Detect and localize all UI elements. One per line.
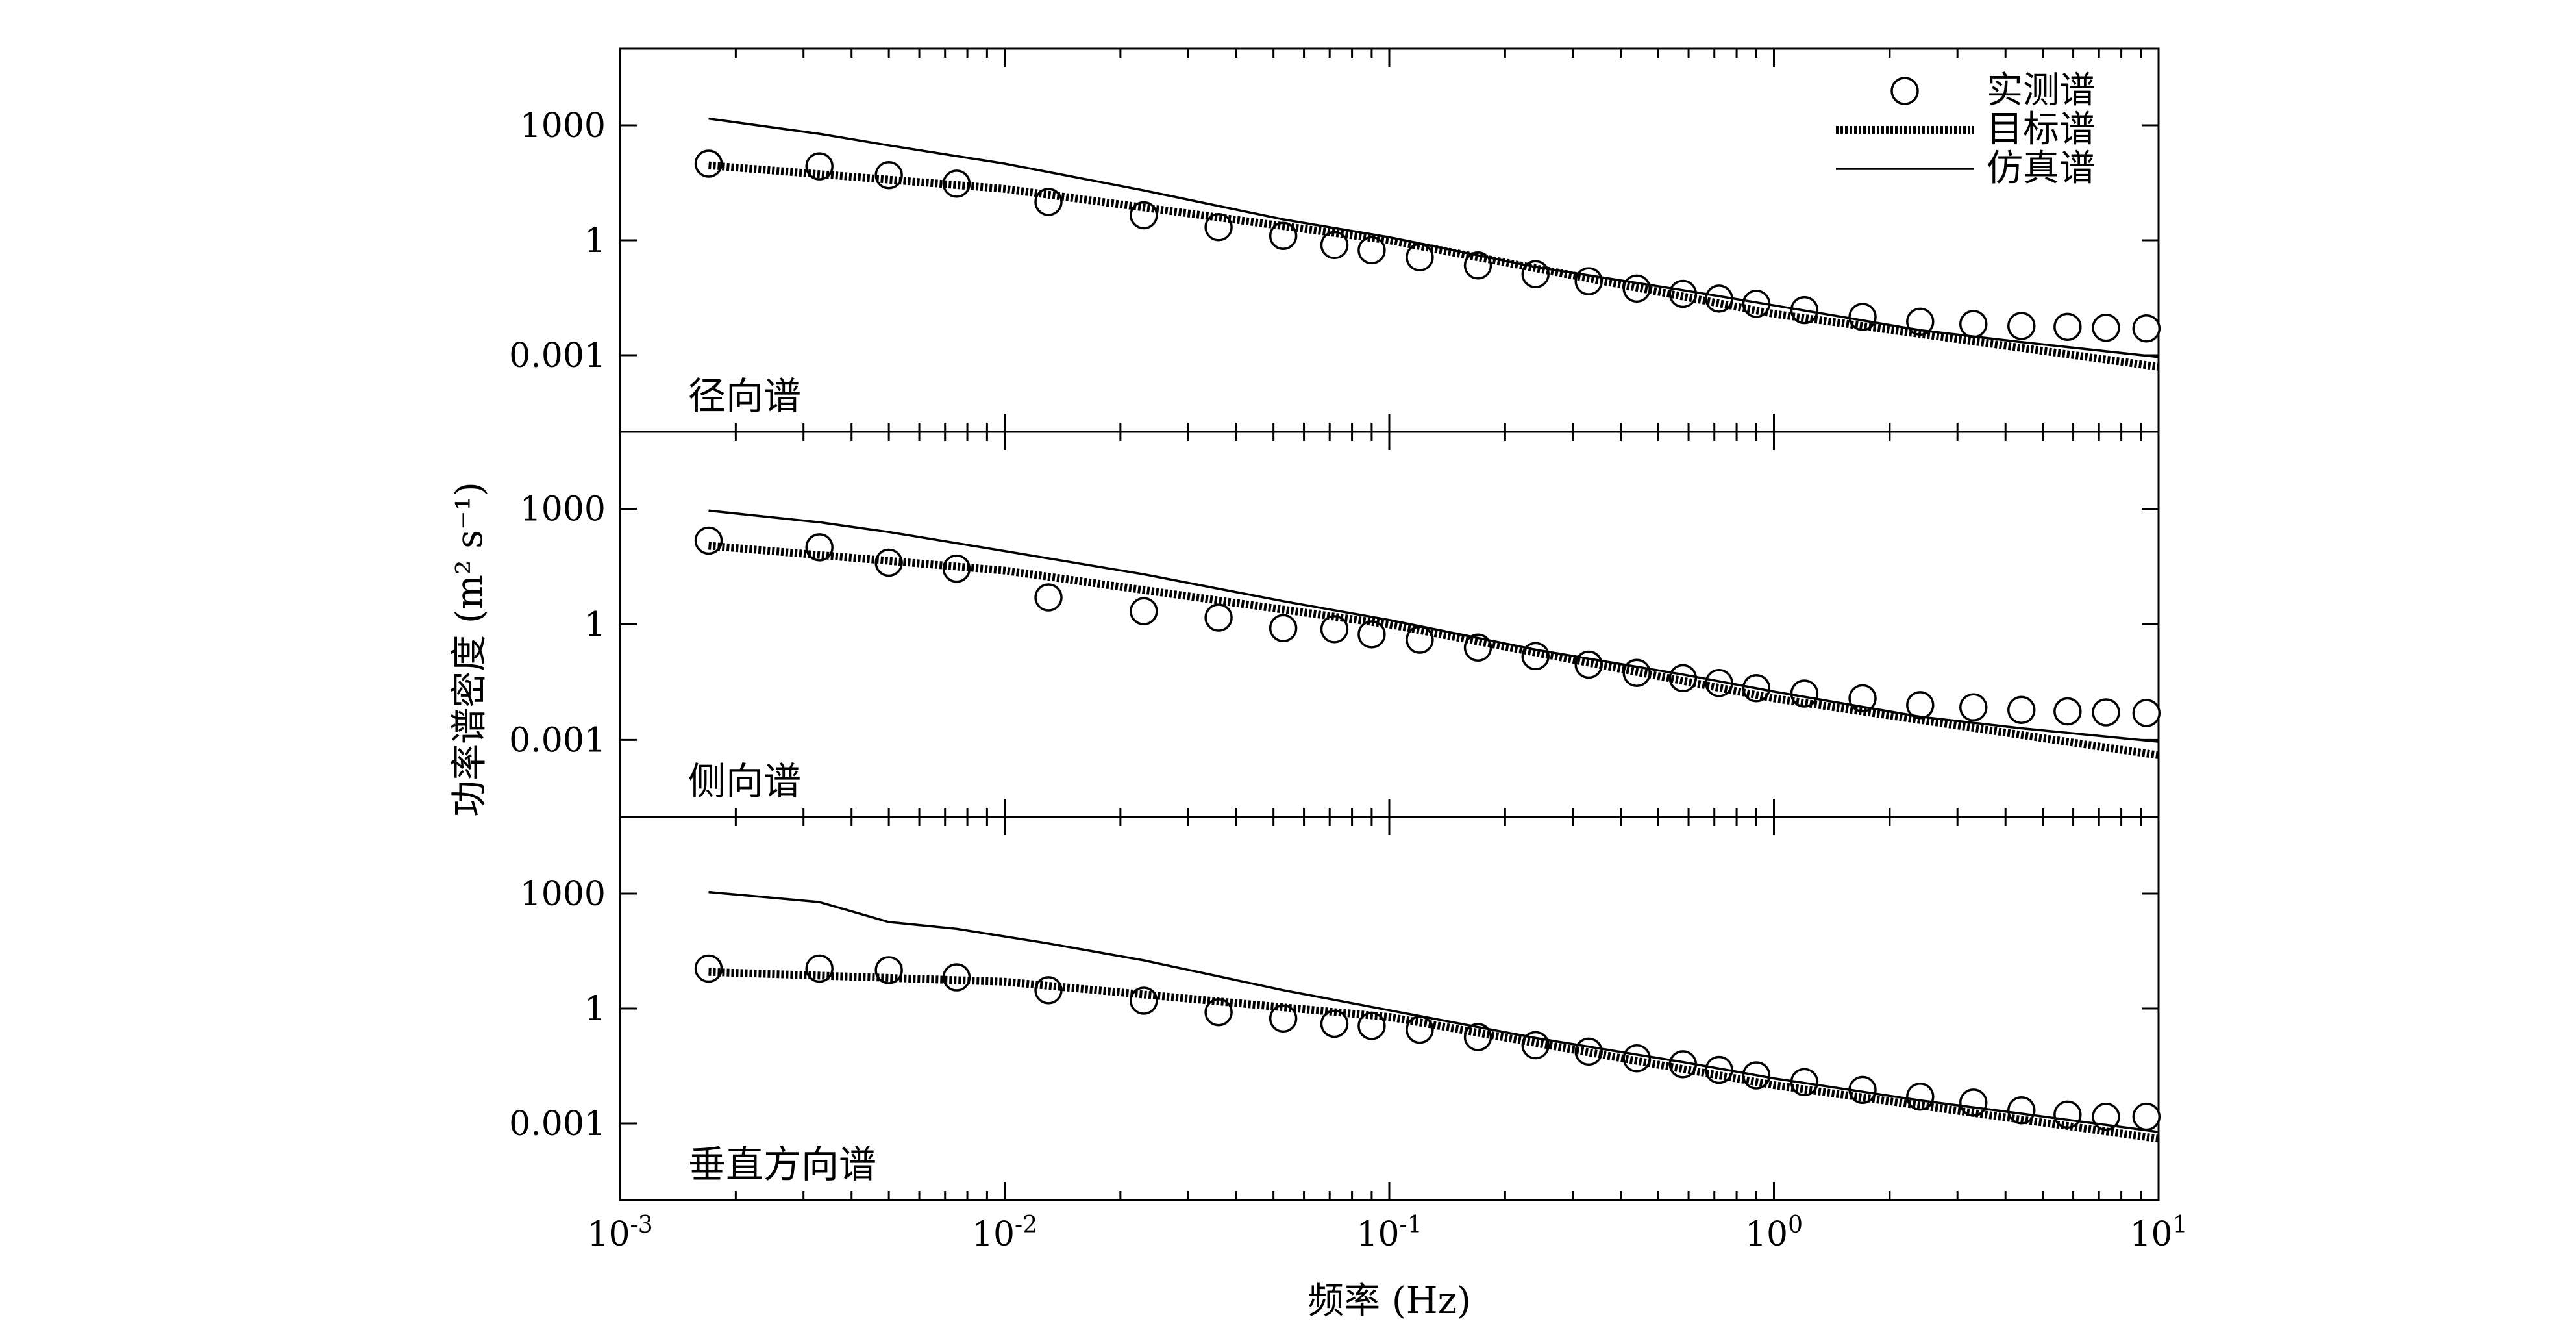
measured-point [1034,976,1063,1005]
y-tick-label: 0.001 [509,721,606,760]
measured-point [694,954,723,983]
measured-point [1848,303,1877,331]
measured-point [1204,213,1233,242]
measured-point [1204,603,1233,632]
x-tick-label: 10-2 [972,1212,1037,1254]
panel-label: 垂直方向谱 [688,1142,876,1186]
measured-point [1357,236,1386,265]
legend-item: 仿真谱 [1836,147,2096,190]
y-tick-label: 0.001 [509,1105,606,1144]
target-series-line [708,542,2159,759]
measured-point [2132,314,2161,343]
measured-point [694,149,723,178]
measured-point [1034,583,1063,612]
y-tick-label: 1 [584,606,606,645]
y-tick-label: 1000 [520,875,606,914]
y-axis-title: 功率谱密度 (m² s⁻¹) [449,482,491,817]
legend-label: 目标谱 [1987,108,2096,151]
simulated-series-line [708,890,2159,1133]
x-tick-label: 10-3 [587,1212,652,1254]
measured-point [1320,231,1349,260]
measured-point [1357,620,1386,649]
panel-frame [619,47,2160,433]
measured-point [1269,1004,1298,1033]
measured-point [1406,243,1434,271]
target-series-line [708,968,2159,1143]
x-axis-title: 频率 (Hz) [1307,1280,1471,1322]
y-tick-label: 1000 [520,490,606,529]
measured-point [2007,312,2036,340]
measured-point [2132,1102,2161,1131]
legend-item: 目标谱 [1836,108,2096,151]
x-tick-label: 100 [1745,1212,1803,1254]
legend-symbol-circle [1890,77,1919,105]
measured-point [2007,695,2036,725]
x-axis: 10-3 10-2 10-1 100 101 [587,1212,2187,1254]
measured-point [1130,201,1158,230]
measured-point [1959,310,1988,338]
simulated-series-line [708,509,2159,743]
measured-point [2053,312,2082,342]
y-tick-label: 0.001 [509,336,606,375]
panel-label: 径向谱 [688,374,801,418]
panel-label: 侧向谱 [688,759,801,803]
legend-label: 仿真谱 [1987,147,2096,190]
measured-point [874,161,903,190]
measured-point [1574,1037,1603,1066]
simulated-series-line [708,117,2159,358]
measured-point [1906,1083,1935,1111]
panel-1: 0.001 1 1000 径向谱 [509,47,2161,433]
measured-point [2053,697,2082,726]
y-tick-label: 1000 [520,106,606,145]
legend-label: 实测谱 [1987,69,2096,112]
measured-point [942,169,971,198]
measured-point [1130,597,1158,625]
measured-point [874,548,903,577]
measured-point [942,963,971,992]
measured-point [1790,679,1819,708]
measured-point [1574,650,1603,679]
measured-point [1406,1015,1434,1044]
y-tick-label: 1 [584,221,606,260]
target-series-line [708,161,2159,371]
panels: 0.001 1 1000 径向谱 0.001 1 1000 侧向谱 0.001 1 1000 垂直方向… [509,47,2161,1201]
measured-point [1130,986,1158,1015]
measured-point [2092,314,2120,342]
measured-point [1959,693,1988,722]
measured-point [942,554,971,583]
measured-point [874,956,903,984]
measured-point [1406,625,1434,654]
measured-point [1320,615,1349,644]
x-tick-label: 101 [2129,1212,2187,1254]
panel-3: 0.001 1 1000 垂直方向谱 [509,816,2161,1201]
panel-2: 0.001 1 1000 侧向谱 [509,431,2161,818]
measured-point [1269,614,1298,642]
measured-point [805,954,834,983]
legend-item: 实测谱 [1890,69,2096,112]
measured-point [2132,699,2161,727]
panel-frame [619,431,2160,818]
y-tick-label: 1 [584,990,606,1029]
measured-point [2092,698,2120,727]
x-tick-label: 10-1 [1356,1212,1422,1254]
